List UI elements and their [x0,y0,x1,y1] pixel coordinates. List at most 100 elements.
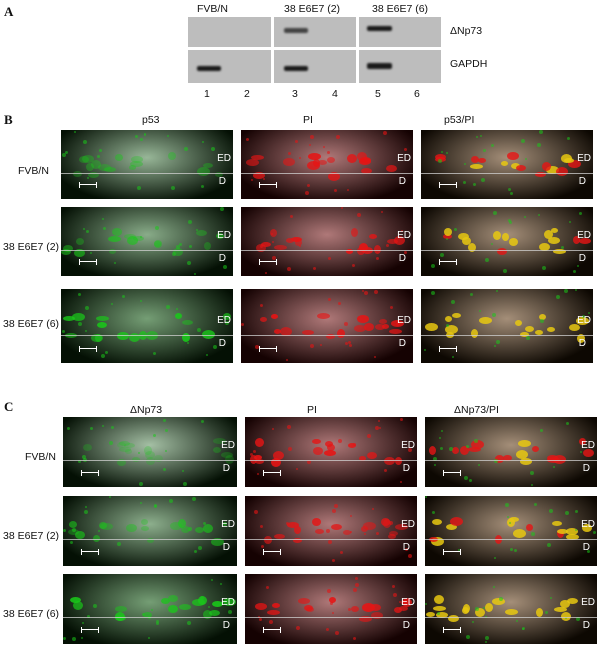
nucleus [475,608,485,617]
speckle [540,319,544,323]
nucleus [129,333,140,342]
speckle [357,213,361,217]
nucleus [286,238,294,243]
speckle [65,151,68,154]
nucleus [526,524,533,531]
nucleus [223,598,236,606]
row-label-c-e6e7-6: 38 E6E7 (6) [3,608,60,620]
nucleus [443,234,452,239]
basement-membrane-line [425,539,597,540]
nucleus [63,316,75,321]
speckle [332,612,334,614]
speckle [98,530,100,532]
speckle [296,626,300,630]
nucleus [131,156,143,163]
speckle [83,228,85,230]
scale-bar [81,470,99,476]
scale-bar [263,627,281,633]
scale-bar [263,549,281,555]
scale-bar [439,346,457,352]
speckle [485,636,489,640]
speckle [62,330,65,333]
speckle [347,189,349,191]
speckle [156,622,159,625]
speckle [463,181,466,184]
speckle [151,609,153,611]
speckle [381,211,383,213]
speckle [531,484,533,486]
speckle [542,266,546,270]
speckle [485,258,489,262]
nucleus [141,526,149,531]
speckle [348,608,351,611]
nucleus [525,326,534,332]
nucleus [566,528,578,535]
speckle [63,529,66,532]
speckle [524,216,526,218]
nucleus [182,333,190,342]
speckle [86,230,89,233]
speckle [478,464,480,466]
nucleus [291,237,302,242]
nucleus [215,172,223,177]
nucleus [362,603,375,612]
nucleus [117,332,129,340]
epidermis-label: ED [581,519,595,530]
speckle [70,541,73,544]
speckle [99,149,102,152]
speckle [332,559,335,562]
nucleus [357,152,367,161]
epidermis-label: ED [577,153,591,164]
nucleus [547,327,555,332]
nucleus [79,156,89,163]
speckle [135,135,138,138]
speckle [404,251,407,254]
epidermis-label: ED [217,230,231,241]
speckle [102,218,104,220]
nucleus [104,167,116,172]
speckle [290,215,293,218]
speckle [97,155,100,158]
epidermis-label: ED [401,440,415,451]
speckle [90,427,93,430]
scale-bar [439,182,457,188]
speckle [491,243,493,245]
speckle [260,304,263,307]
epidermis-label: ED [581,440,595,451]
speckle [62,153,66,157]
nucleus [431,537,444,546]
nucleus [462,237,471,245]
speckle [375,426,379,430]
speckle [367,434,371,438]
speckle [122,295,125,298]
nucleus [492,598,505,605]
nucleus [561,612,571,621]
dermis-label: D [218,338,226,349]
speckle [348,341,351,344]
speckle [111,426,114,429]
speckle [194,550,197,553]
micrograph-b-e6e7-6-pi: ED D [241,289,413,363]
speckle [183,482,187,486]
speckle [340,551,343,554]
nucleus [470,164,483,169]
nucleus [204,242,211,250]
speckle [338,439,342,443]
nucleus [331,524,342,530]
speckle [499,597,503,601]
nucleus [375,324,385,330]
nucleus [363,522,376,530]
epidermis-label: ED [397,230,411,241]
speckle [253,450,256,453]
speckle [241,323,244,326]
nucleus [99,522,107,529]
speckle [364,291,368,295]
nucleus [326,334,335,339]
speckle [493,211,497,215]
speckle [211,579,213,581]
basement-membrane-line [61,173,233,174]
dermis-label: D [578,338,586,349]
basement-membrane-line [61,250,233,251]
speckle [514,549,517,552]
band-lane5-dnp73 [367,26,392,31]
